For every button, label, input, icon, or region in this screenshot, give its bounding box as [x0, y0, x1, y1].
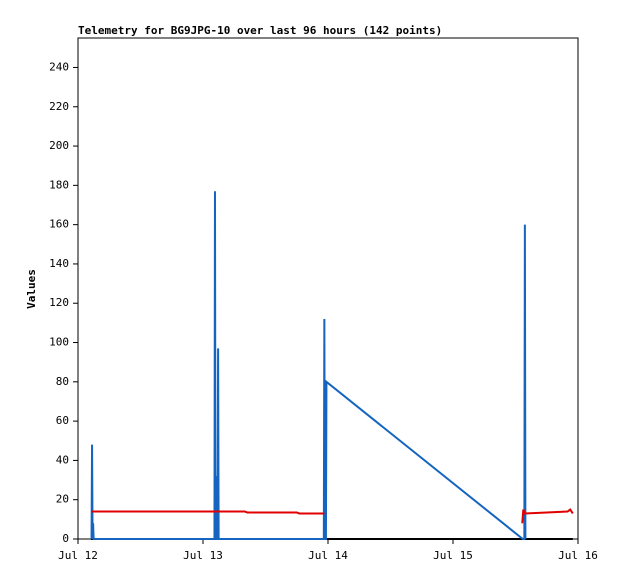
- x-tick-label: Jul 15: [433, 549, 473, 562]
- y-tick-label: 80: [56, 375, 69, 388]
- series-line: [91, 508, 574, 524]
- y-tick-label: 60: [56, 414, 69, 427]
- series-line: [90, 191, 527, 540]
- x-tick-label: Jul 13: [183, 549, 223, 562]
- x-tick-label: Jul 14: [308, 549, 348, 562]
- plot-area: [77, 37, 579, 540]
- y-tick-label: 40: [56, 453, 69, 466]
- y-axis-label: Values: [25, 269, 38, 309]
- y-tick-label: 200: [49, 139, 69, 152]
- y-tick-label: 120: [49, 296, 69, 309]
- y-tick-label: 220: [49, 100, 69, 113]
- y-tick-label: 140: [49, 257, 69, 270]
- chart-title: Telemetry for BG9JPG-10 over last 96 hou…: [78, 24, 442, 37]
- y-tick-label: 100: [49, 336, 69, 349]
- y-tick-label: 240: [49, 60, 69, 73]
- y-tick-label: 20: [56, 493, 69, 506]
- y-tick-label: 180: [49, 178, 69, 191]
- y-tick-label: 160: [49, 218, 69, 231]
- x-tick-label: Jul 16: [558, 549, 598, 562]
- y-tick-label: 0: [62, 532, 69, 545]
- x-tick-label: Jul 12: [58, 549, 98, 562]
